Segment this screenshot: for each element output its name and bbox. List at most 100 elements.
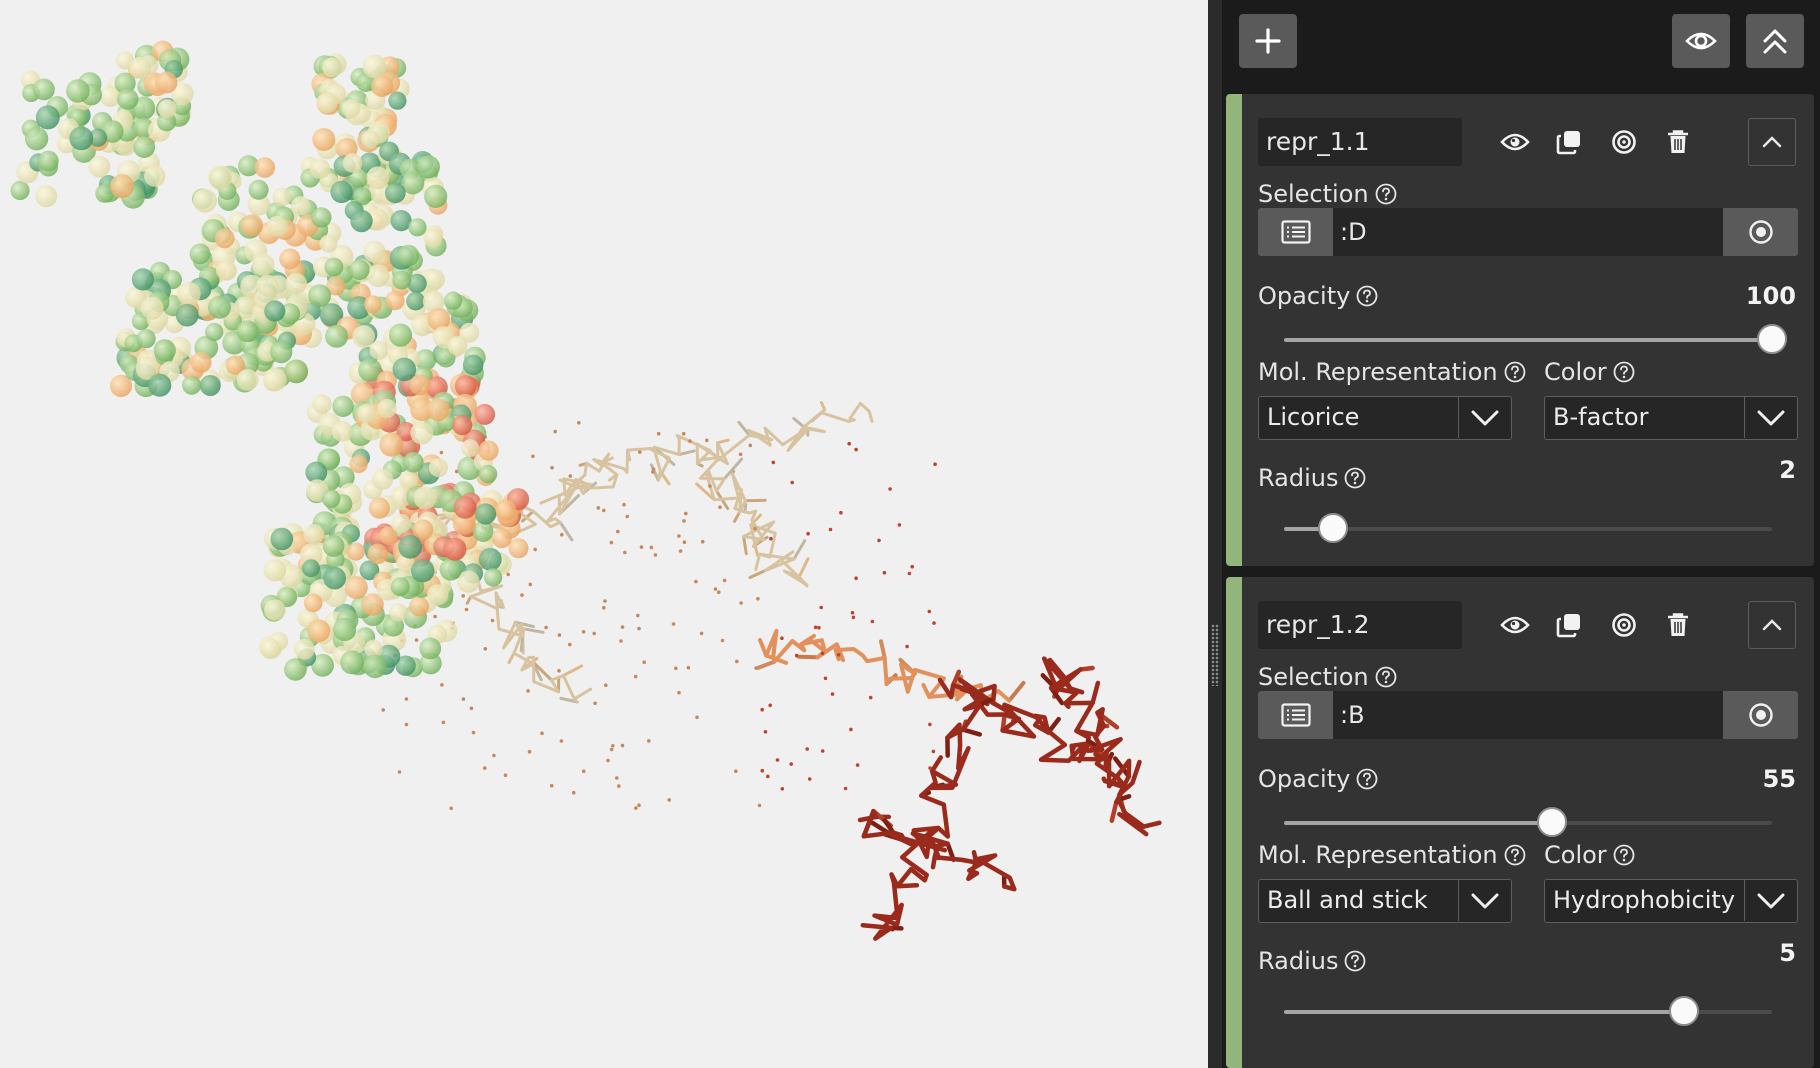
help-icon[interactable] [1613, 361, 1635, 383]
color-select[interactable]: Hydrophobicity [1544, 879, 1798, 923]
opacity-slider-fill [1284, 821, 1553, 825]
color-label-text: Color [1544, 841, 1607, 869]
color-value: B-factor [1553, 403, 1649, 431]
help-icon[interactable] [1356, 285, 1378, 307]
opacity-slider-thumb[interactable] [1537, 807, 1568, 837]
chevron-down-icon [1744, 880, 1797, 921]
radius-slider-fill [1284, 1010, 1685, 1014]
duplicate-button[interactable] [1549, 122, 1589, 162]
selection-field[interactable]: :D [1258, 208, 1798, 256]
plus-icon [1255, 28, 1281, 54]
color-label: Color [1544, 354, 1635, 390]
radius-slider[interactable] [1284, 513, 1772, 543]
list-icon [1280, 703, 1311, 727]
resize-grip-icon[interactable] [1211, 624, 1219, 686]
card-visibility-button[interactable] [1495, 605, 1535, 645]
selection-input[interactable]: :D [1340, 218, 1367, 246]
delete-button[interactable] [1658, 122, 1698, 162]
mol-representation-select[interactable]: Ball and stick [1258, 879, 1512, 923]
panel-resize-handle[interactable] [1208, 0, 1222, 1068]
help-icon[interactable] [1344, 467, 1366, 489]
selection-list-button[interactable] [1258, 208, 1333, 256]
selection-focus-button[interactable] [1723, 691, 1798, 739]
mol-representation-label-text: Mol. Representation [1258, 841, 1498, 869]
opacity-label-text: Opacity [1258, 282, 1351, 310]
focus-button[interactable] [1604, 122, 1644, 162]
color-label-text: Color [1544, 358, 1607, 386]
help-icon[interactable] [1504, 844, 1526, 866]
selection-label-text: Selection [1258, 180, 1369, 208]
help-icon[interactable] [1504, 361, 1526, 383]
eye-icon [1685, 32, 1717, 50]
double-chevron-up-icon [1763, 29, 1787, 54]
duplicate-button[interactable] [1549, 605, 1589, 645]
delete-button[interactable] [1658, 605, 1698, 645]
radius-slider-thumb[interactable] [1669, 996, 1700, 1026]
opacity-slider[interactable] [1284, 807, 1772, 837]
target-icon [1612, 130, 1636, 154]
mol-representation-label: Mol. Representation [1258, 837, 1526, 873]
selection-label: Selection [1258, 176, 1397, 212]
opacity-label: Opacity [1258, 278, 1378, 314]
mol-representation-value: Ball and stick [1267, 886, 1428, 914]
color-value: Hydrophobicity [1553, 886, 1736, 914]
help-icon[interactable] [1344, 950, 1366, 972]
opacity-slider-thumb[interactable] [1757, 324, 1787, 354]
selection-list-button[interactable] [1258, 691, 1333, 739]
chevron-up-icon [1762, 619, 1782, 631]
chevron-down-icon [1458, 397, 1511, 438]
representation-card: repr_1.1 [1226, 94, 1814, 566]
radius-value: 5 [1779, 939, 1796, 967]
target-icon [1748, 220, 1773, 244]
radius-value: 2 [1779, 456, 1796, 484]
molecule-viewport[interactable] [0, 0, 1208, 1068]
help-icon[interactable] [1375, 183, 1397, 205]
card-accent-bar [1226, 577, 1242, 1068]
opacity-slider-fill [1284, 338, 1772, 342]
opacity-label-text: Opacity [1258, 765, 1351, 793]
representation-name-input[interactable]: repr_1.2 [1258, 601, 1462, 649]
selection-field[interactable]: :B [1258, 691, 1798, 739]
radius-label-text: Radius [1258, 464, 1339, 492]
card-collapse-button[interactable] [1748, 601, 1796, 649]
target-icon [1612, 613, 1636, 637]
card-accent-bar [1226, 94, 1242, 566]
toggle-all-visibility-button[interactable] [1672, 14, 1730, 68]
help-icon[interactable] [1356, 768, 1378, 790]
help-icon[interactable] [1613, 844, 1635, 866]
target-icon [1748, 703, 1773, 727]
copy-icon [1556, 131, 1580, 155]
copy-icon [1556, 614, 1580, 638]
help-icon[interactable] [1375, 666, 1397, 688]
trash-icon [1668, 130, 1688, 153]
trash-icon [1668, 613, 1688, 636]
licorice-bonds [425, 401, 1162, 941]
radius-label: Radius [1258, 943, 1366, 979]
color-select[interactable]: B-factor [1544, 396, 1798, 440]
chevron-down-icon [1458, 880, 1511, 921]
mol-representation-label-text: Mol. Representation [1258, 358, 1498, 386]
card-visibility-button[interactable] [1495, 122, 1535, 162]
radius-slider[interactable] [1284, 996, 1772, 1026]
representation-card: repr_1.2 [1226, 577, 1814, 1068]
chevron-down-icon [1744, 397, 1797, 438]
collapse-all-button[interactable] [1746, 14, 1804, 68]
list-icon [1280, 220, 1311, 244]
radius-slider-fill [1284, 527, 1333, 531]
selection-focus-button[interactable] [1723, 208, 1798, 256]
opacity-label: Opacity [1258, 761, 1378, 797]
mol-representation-label: Mol. Representation [1258, 354, 1526, 390]
representation-name-input[interactable]: repr_1.1 [1258, 118, 1462, 166]
add-representation-button[interactable] [1239, 14, 1297, 68]
molecule-render[interactable] [0, 0, 1208, 1068]
focus-button[interactable] [1604, 605, 1644, 645]
mol-representation-select[interactable]: Licorice [1258, 396, 1512, 440]
sphere-atoms [10, 40, 530, 681]
opacity-slider[interactable] [1284, 324, 1787, 354]
radius-slider-thumb[interactable] [1317, 513, 1348, 543]
eye-icon [1500, 616, 1530, 634]
selection-input[interactable]: :B [1340, 701, 1365, 729]
card-collapse-button[interactable] [1748, 118, 1796, 166]
eye-icon [1500, 133, 1530, 151]
mol-representation-value: Licorice [1267, 403, 1360, 431]
